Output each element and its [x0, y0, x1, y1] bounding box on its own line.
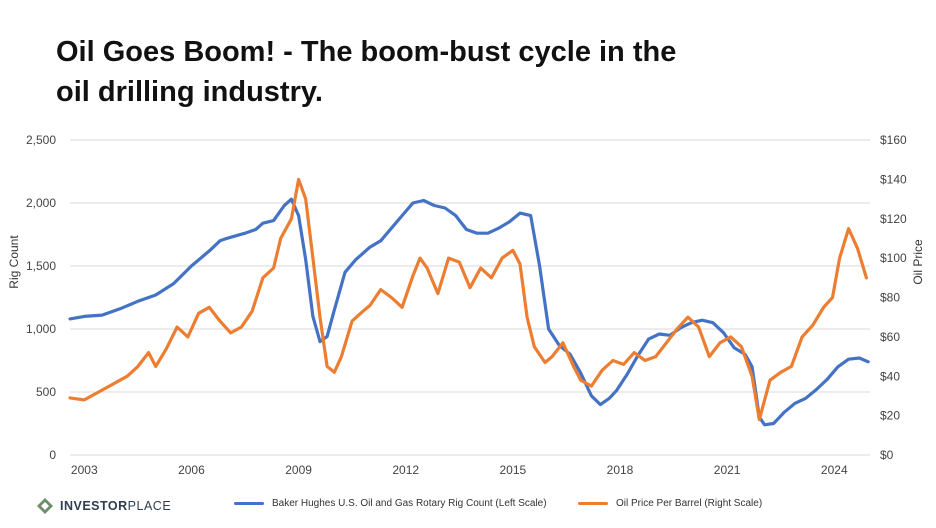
- grid: [70, 139, 870, 456]
- left-tick-label: 2,500: [26, 133, 56, 147]
- chart-title: Oil Goes Boom! - The boom-bust cycle in …: [56, 36, 677, 108]
- logo-mark-icon: [37, 498, 53, 514]
- right-tick-label: $40: [880, 369, 900, 383]
- x-tick-label: 2021: [714, 463, 741, 477]
- left-axis-title: Rig Count: [7, 235, 21, 289]
- footer: INVESTORPLACE Baker Hughes U.S. Oil and …: [0, 494, 936, 522]
- left-tick-label: 1,500: [26, 259, 56, 273]
- right-tick-label: $140: [880, 172, 907, 186]
- right-tick-label: $0: [880, 448, 894, 462]
- left-axis-ticks: 0 500 1,000 1,500 2,000 2,500: [26, 133, 56, 462]
- x-axis-ticks: 2003 2006 2009 2012 2015 2018 2021 2024: [71, 463, 848, 477]
- left-tick-label: 1,000: [26, 322, 56, 336]
- brand-light: PLACE: [127, 499, 172, 513]
- legend-label-oil-price: Oil Price Per Barrel (Right Scale): [616, 498, 763, 509]
- right-tick-label: $20: [880, 409, 900, 423]
- legend-swatch-rig-count: [234, 502, 264, 505]
- oil-price-line: [68, 177, 869, 422]
- right-tick-label: $100: [880, 251, 907, 265]
- right-axis-title: Oil Price: [911, 239, 925, 285]
- legend-label-rig-count: Baker Hughes U.S. Oil and Gas Rotary Rig…: [272, 498, 547, 509]
- legend-swatch-oil-price: [578, 502, 608, 505]
- left-tick-label: 0: [49, 448, 56, 462]
- right-tick-label: $60: [880, 330, 900, 344]
- left-tick-label: 2,000: [26, 196, 56, 210]
- x-tick-label: 2003: [71, 463, 98, 477]
- x-tick-label: 2018: [607, 463, 634, 477]
- x-tick-label: 2009: [285, 463, 312, 477]
- legend-item-oil-price: Oil Price Per Barrel (Right Scale): [578, 498, 762, 509]
- right-axis-ticks: $0 $20 $40 $60 $80 $100 $120 $140 $160: [880, 133, 907, 462]
- brand-bold: INVESTOR: [60, 499, 128, 513]
- x-tick-label: 2006: [178, 463, 205, 477]
- investorplace-logo[interactable]: INVESTORPLACE: [36, 497, 171, 515]
- legend-item-rig-count: Baker Hughes U.S. Oil and Gas Rotary Rig…: [234, 498, 547, 509]
- right-tick-label: $80: [880, 291, 900, 305]
- series: [68, 177, 870, 427]
- x-tick-label: 2024: [821, 463, 848, 477]
- left-tick-label: 500: [36, 385, 56, 399]
- right-tick-label: $160: [880, 133, 907, 147]
- right-tick-label: $120: [880, 212, 907, 226]
- x-tick-label: 2012: [392, 463, 419, 477]
- rig-count-line: [68, 197, 870, 427]
- x-tick-label: 2015: [500, 463, 527, 477]
